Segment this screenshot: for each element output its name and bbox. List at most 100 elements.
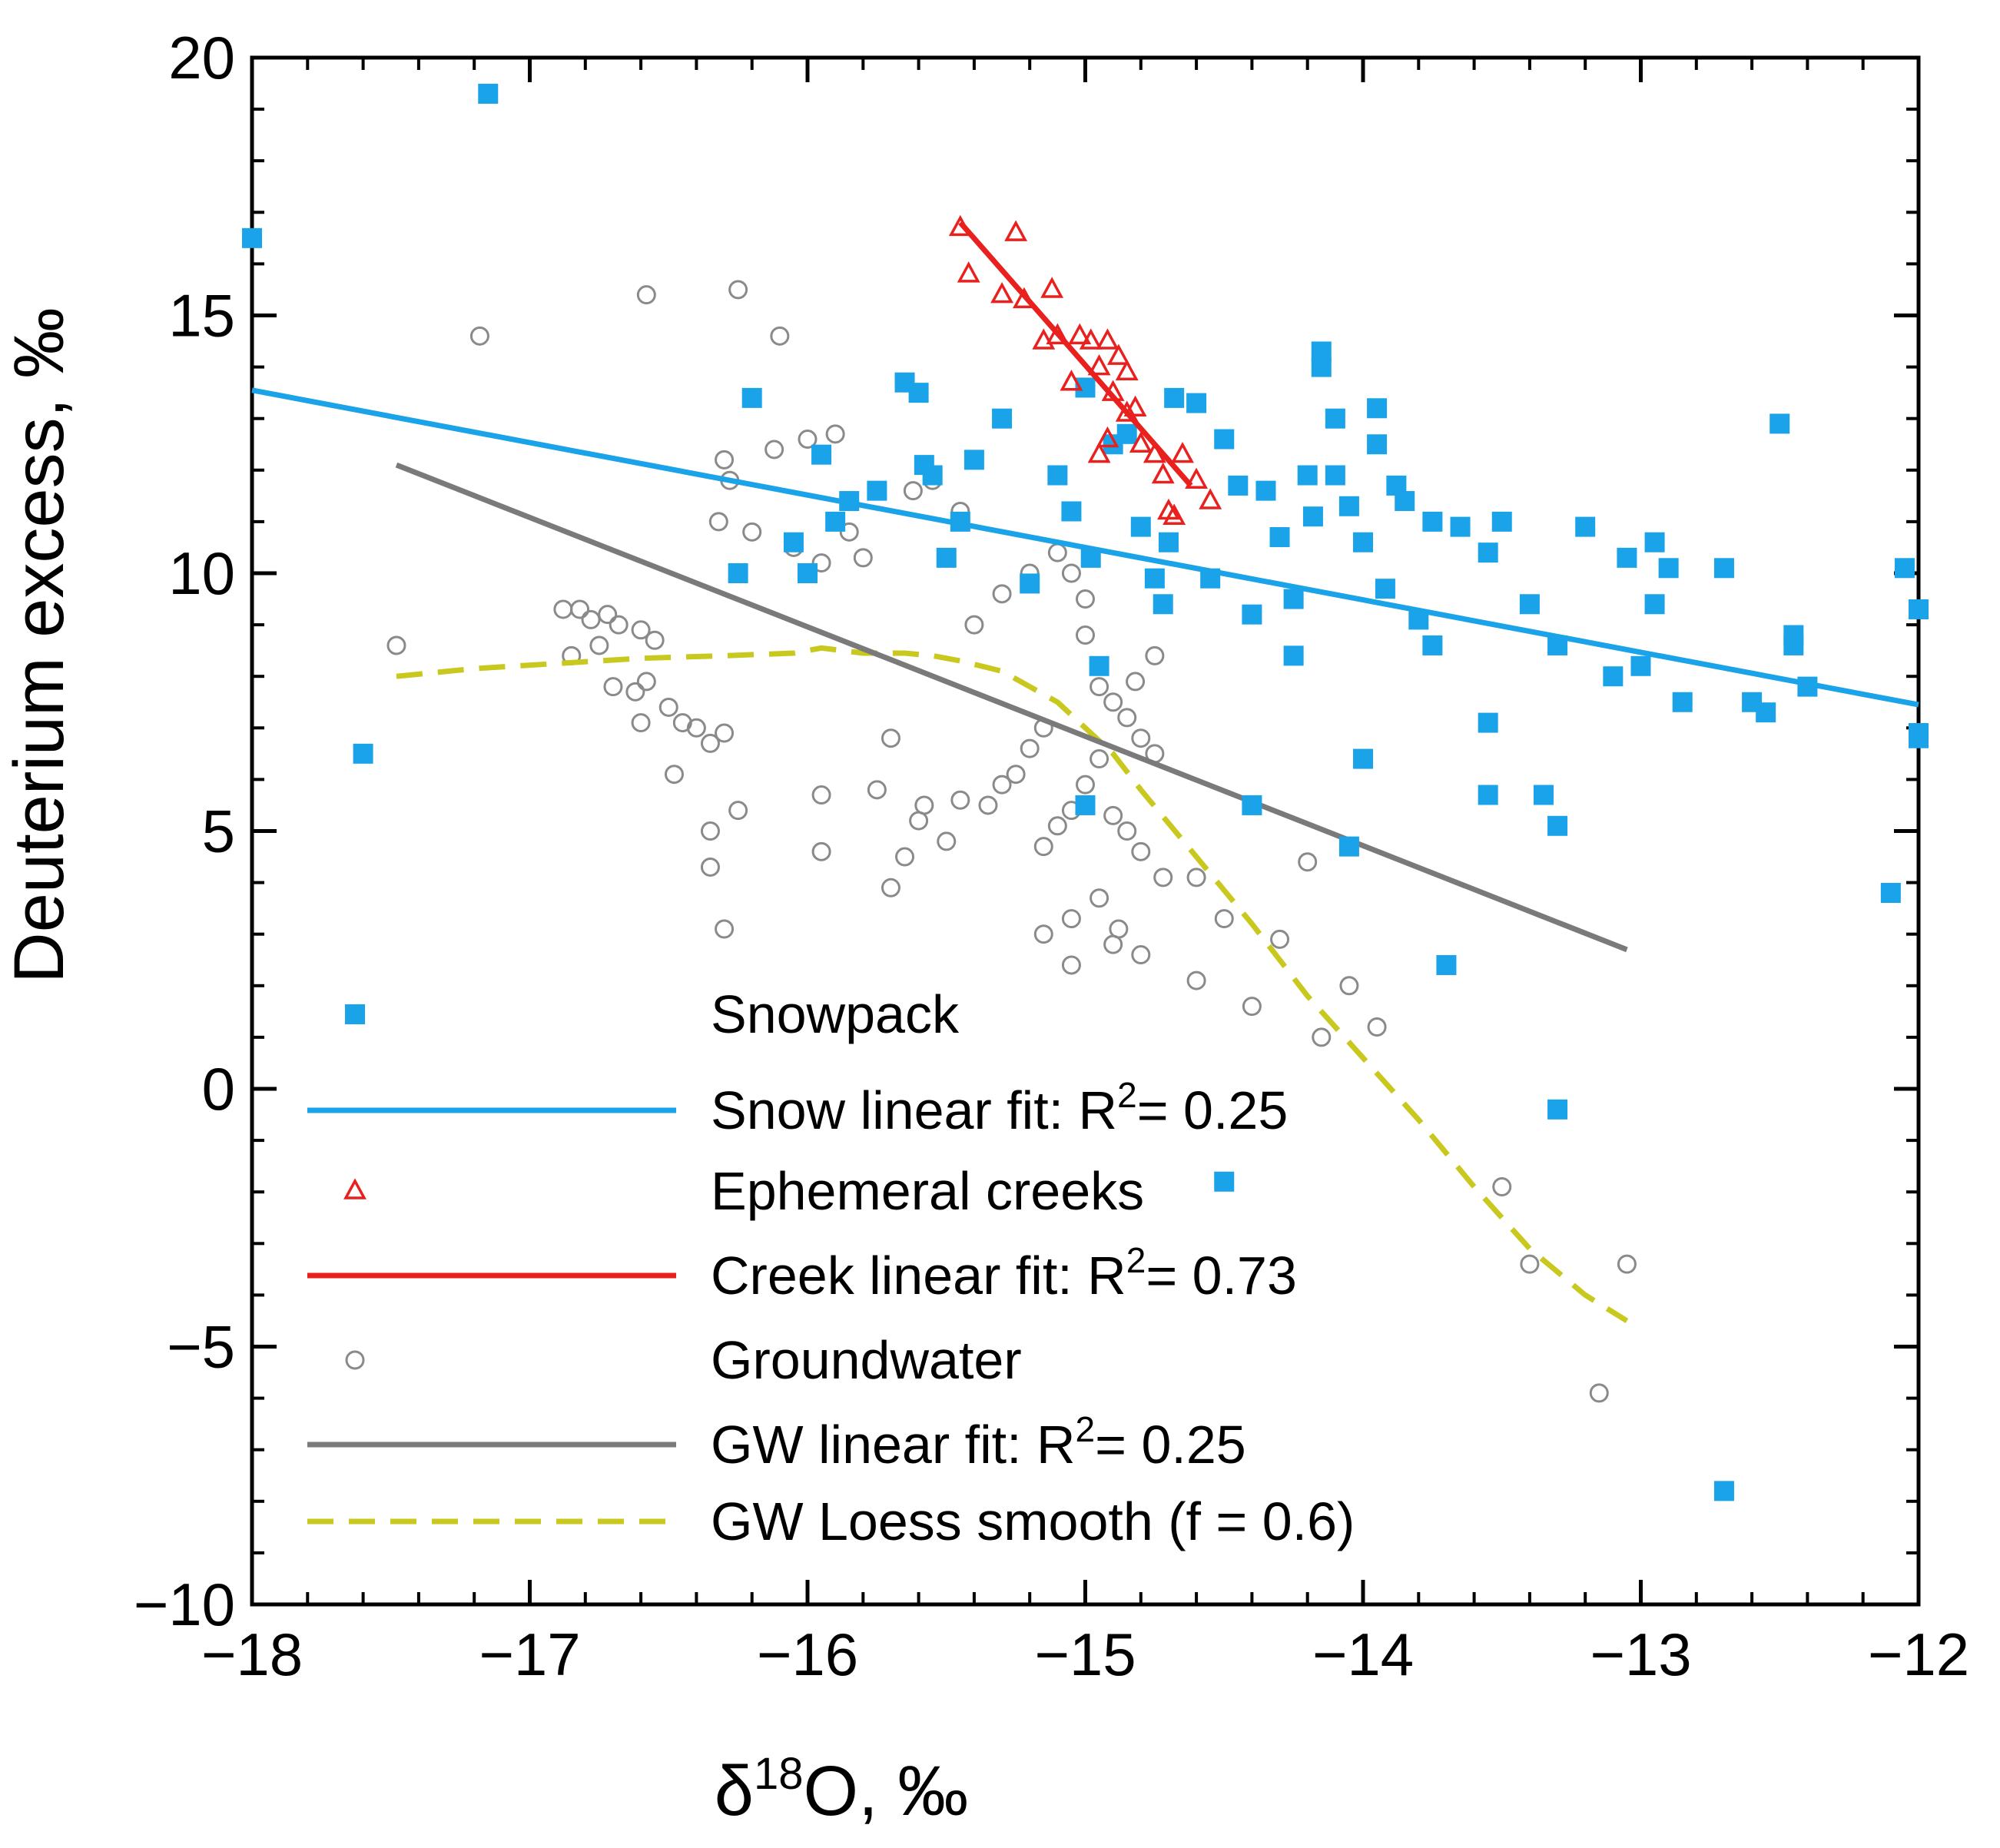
triangle-point [1171,442,1194,463]
square-point [1228,475,1249,496]
circle-point [570,599,590,619]
square-point [1617,547,1637,568]
circle-point [625,682,645,702]
circle-point [598,605,618,625]
x-tick-label: −16 [757,1621,858,1688]
square-point [1672,692,1693,712]
square-point [1422,635,1443,655]
square-point [242,227,262,248]
triangle-point [1068,323,1092,345]
circle-point [1117,708,1137,728]
square-point [783,532,804,552]
x-tick-label: −14 [1312,1621,1414,1688]
square-point [1089,655,1109,676]
circle-point [1103,805,1123,825]
circle-point [1076,625,1095,645]
square-point [1478,542,1498,563]
y-tick-label: −10 [134,1571,235,1638]
square-point [1658,558,1679,579]
circle-point [1298,852,1318,872]
x-axis-title: δ18O, ‰ [715,1749,968,1830]
square-point [867,480,887,501]
legend-item: GW linear fit: R2= 0.25 [307,1409,1246,1475]
circle-point [1103,934,1123,954]
circle-point [686,718,706,738]
circle-point [631,713,651,733]
triangle-point [1123,395,1147,417]
circle-point [728,801,748,821]
triangle-point [1060,370,1083,391]
legend-label: GW linear fit: R2= 0.25 [711,1409,1246,1475]
square-point [1061,501,1082,522]
triangle-point [957,261,980,283]
series-line [396,645,1629,1323]
series-line [395,462,1628,953]
square-point [1214,429,1235,450]
square-point [922,465,943,486]
circle-point [895,847,915,867]
square-point [1880,883,1901,904]
triangle-point [1032,328,1056,350]
circle-point [664,765,684,785]
triangle-point [1151,462,1175,484]
legend-label: Snow linear fit: R2= 0.25 [711,1075,1288,1140]
triangle-point [990,282,1013,304]
triangle-point [1199,488,1222,509]
x-tick-label: −17 [479,1621,580,1688]
circle-point [853,548,873,568]
triangle-point [1115,400,1139,422]
circle-point [1061,955,1081,975]
circle-point [1131,945,1151,965]
series-gw-loess-smooth-f-0-6 [396,645,1629,1323]
square-point [1909,728,1929,748]
square-point [1894,558,1915,579]
square-point [1164,387,1185,408]
circle-point [609,615,629,635]
square-point [1644,532,1665,552]
circle-point [715,450,735,469]
legend-item: Snowpack [345,984,960,1044]
square-point [728,563,748,583]
triangle-point [1079,328,1103,350]
circle-point [867,780,887,800]
square-point [1311,357,1332,377]
legend-circle-swatch [345,1350,365,1370]
circle-point [1242,997,1262,1017]
circle-point [1047,542,1067,562]
circle-point [1520,1254,1540,1274]
circle-point [903,481,923,501]
square-point [1075,795,1096,815]
legend-item: Snow linear fit: R2= 0.25 [307,1075,1288,1140]
circle-point [1020,738,1040,758]
axis-labels: Deuterium excess, ‰ δ18O, ‰ [0,307,968,1830]
square-point [1353,532,1373,552]
square-point [964,450,984,470]
circle-point [386,635,406,655]
circle-point [581,609,601,629]
circle-point [603,677,623,697]
triangle-point [1096,328,1119,350]
circle-point [1103,692,1123,712]
circle-point [765,440,784,460]
square-point [811,444,832,465]
circle-point [636,285,656,305]
circle-point [1339,976,1359,996]
circle-point [1131,728,1151,748]
circle-point [1090,677,1109,697]
square-point [1153,594,1173,615]
series-snowpack [242,83,1929,1501]
square-point [1713,558,1734,579]
circle-point [950,790,970,810]
square-point [1756,702,1776,723]
circle-point [636,672,656,692]
circle-point [700,733,720,753]
square-point [1116,423,1137,444]
axes: −18 −17 −16 −15 −14 −13 −12 20 15 10 5 0 −5 −10 [134,24,1969,1688]
square-point [1283,589,1304,609]
triangle-point [1096,426,1119,448]
circle-point [715,919,735,939]
circle-point [1126,672,1146,692]
square-point [1644,594,1665,615]
circle-point [645,630,665,650]
square-point [1297,465,1318,486]
